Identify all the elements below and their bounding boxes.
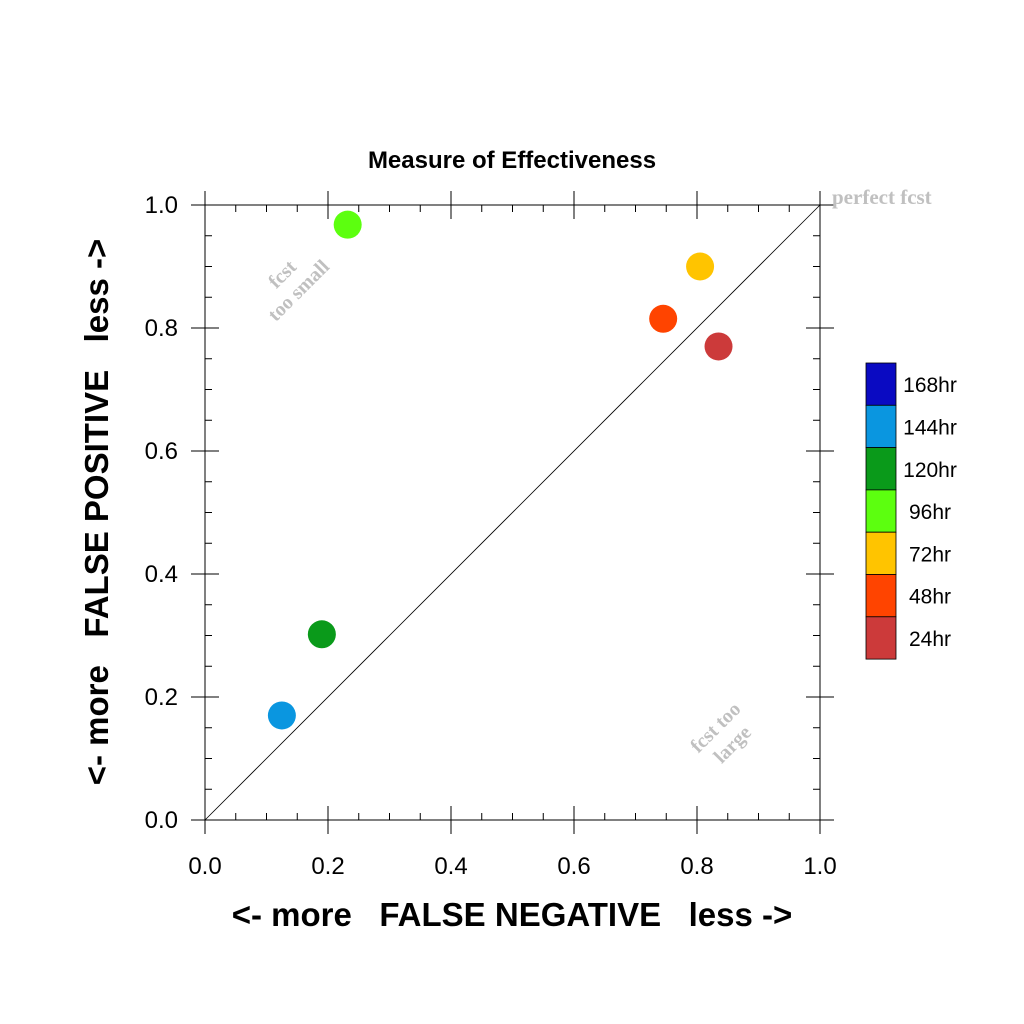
- legend-swatch-144hr: [865, 404, 897, 448]
- x-tick-label: 0.6: [557, 853, 590, 880]
- point-24hr: [704, 332, 733, 361]
- x-tick-label: 0.8: [680, 853, 713, 880]
- axis-ticks: [191, 191, 834, 834]
- point-48hr: [649, 304, 678, 333]
- x-tick-labels: 0.0 0.2 0.4 0.6 0.8 1.0: [188, 853, 836, 880]
- x-tick-label: 0.2: [311, 853, 344, 880]
- y-tick-labels: 0.0 0.2 0.4 0.6 0.8 1.0: [145, 192, 178, 834]
- legend-label-24hr: 24hr: [909, 628, 951, 651]
- y-tick-label: 0.0: [145, 807, 178, 834]
- legend-swatch-48hr: [865, 574, 897, 618]
- chart-title: Measure of Effectiveness: [368, 147, 656, 174]
- legend-label-144hr: 144hr: [903, 416, 957, 439]
- legend-swatch-120hr: [865, 447, 897, 491]
- legend-swatch-168hr: [865, 362, 897, 406]
- point-120hr: [307, 620, 336, 649]
- x-tick-label: 1.0: [803, 853, 836, 880]
- legend-label-72hr: 72hr: [909, 543, 951, 566]
- y-tick-label: 1.0: [145, 192, 178, 219]
- x-tick-label: 0.0: [188, 853, 221, 880]
- lead-time-legend: 168hr 144hr 120hr 96hr 72hr 48hr 24hr: [865, 362, 957, 660]
- legend-swatch-72hr: [865, 531, 897, 575]
- legend-label-120hr: 120hr: [903, 459, 957, 482]
- x-axis-label: <- more FALSE NEGATIVE less ->: [232, 896, 793, 933]
- data-points: [267, 210, 733, 730]
- legend-swatch-96hr: [865, 489, 897, 533]
- point-144hr: [267, 701, 296, 730]
- perfect-forecast-diagonal: [204, 204, 821, 821]
- x-tick-label: 0.4: [434, 853, 467, 880]
- legend-swatch-24hr: [865, 616, 897, 660]
- y-axis-label: <- more FALSE POSITIVE less ->: [78, 239, 115, 786]
- y-tick-label: 0.2: [145, 684, 178, 711]
- legend-label-48hr: 48hr: [909, 586, 951, 609]
- point-96hr: [333, 210, 362, 239]
- y-tick-label: 0.4: [145, 561, 178, 588]
- y-tick-label: 0.6: [145, 438, 178, 465]
- y-tick-label: 0.8: [145, 315, 178, 342]
- point-72hr: [686, 252, 715, 281]
- legend-label-96hr: 96hr: [909, 501, 951, 524]
- legend-label-168hr: 168hr: [903, 374, 957, 397]
- perfect-forecast-annotation: perfect fcst: [832, 185, 932, 209]
